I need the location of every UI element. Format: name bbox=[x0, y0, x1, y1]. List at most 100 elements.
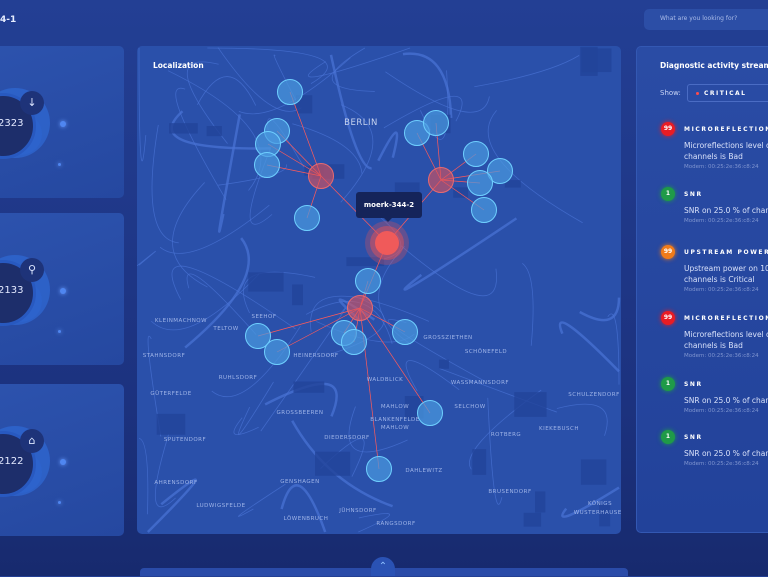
map-road bbox=[159, 204, 270, 254]
panel-title: Diagnostic activity stream bbox=[660, 61, 768, 70]
search-input[interactable]: What are you looking for? bbox=[644, 9, 768, 30]
metric-card[interactable]: 2122 ⌂ bbox=[0, 384, 124, 536]
modem-marker[interactable] bbox=[467, 170, 493, 196]
map-road bbox=[170, 110, 272, 150]
download-arrow-icon: ↓ bbox=[20, 91, 44, 115]
decor-dot bbox=[58, 501, 61, 504]
map-place-label: STAHNSDORF bbox=[143, 353, 185, 359]
device-tooltip: moerk-344-2 bbox=[356, 192, 422, 222]
map-area bbox=[523, 512, 542, 527]
modem-marker[interactable] bbox=[423, 110, 449, 136]
map-road bbox=[405, 360, 460, 392]
selected-node-marker[interactable] bbox=[375, 231, 399, 255]
decor-dot bbox=[60, 288, 66, 294]
show-label: Show: bbox=[660, 89, 681, 97]
map-road bbox=[138, 47, 147, 162]
item-description: Microreflections level on channels is Ba… bbox=[684, 330, 768, 350]
item-title: MICROREFLECTIONS bbox=[684, 126, 768, 133]
node-hub-marker[interactable] bbox=[347, 295, 373, 321]
map-road bbox=[292, 123, 363, 174]
map-place-label: SELCHOW bbox=[454, 404, 485, 410]
expand-up-icon[interactable]: ⌃ bbox=[371, 557, 395, 576]
item-modem: Modem: 00:25:2e:36:c8:24 bbox=[684, 287, 759, 293]
map-place-label: SEEHOF bbox=[251, 314, 276, 320]
map-road bbox=[556, 403, 608, 436]
map-place-label: GÜTERFELDE bbox=[150, 390, 191, 397]
item-description: SNR on 25.0 % of channels bbox=[684, 206, 768, 215]
map-place-label: SPUTENDORF bbox=[164, 437, 206, 443]
item-description: SNR on 25.0 % of channels bbox=[684, 449, 768, 458]
modem-marker[interactable] bbox=[245, 323, 271, 349]
map-road bbox=[561, 486, 620, 518]
modem-marker[interactable] bbox=[355, 268, 381, 294]
modem-marker[interactable] bbox=[341, 329, 367, 355]
map-place-label: MAHLOW bbox=[381, 404, 409, 410]
map-area bbox=[248, 272, 284, 292]
map-road bbox=[310, 295, 430, 332]
map-place-label: KÖNIGS bbox=[588, 500, 612, 507]
network-nodes-icon: ⚲ bbox=[20, 258, 44, 282]
item-title: SNR bbox=[684, 191, 703, 198]
map-place-label: WUSTERHAUSEN bbox=[574, 510, 621, 516]
modem-marker[interactable] bbox=[417, 400, 443, 426]
node-hub-marker[interactable] bbox=[428, 167, 454, 193]
item-modem: Modem: 00:25:2e:36:c8:24 bbox=[684, 408, 759, 414]
map-road bbox=[340, 104, 374, 203]
map-road bbox=[358, 513, 391, 533]
map-road bbox=[217, 47, 302, 112]
map-place-label: BRUSENDORF bbox=[488, 489, 531, 495]
severity-badge: 99 bbox=[661, 122, 675, 136]
map-road bbox=[218, 114, 241, 233]
modem-marker[interactable] bbox=[487, 158, 513, 184]
map-road bbox=[400, 245, 497, 297]
item-modem: Modem: 00:25:2e:36:c8:24 bbox=[684, 164, 759, 170]
metric-card[interactable]: 2323 ↓ bbox=[0, 46, 124, 198]
map-place-label: DIEDERSDORF bbox=[324, 435, 369, 441]
map-place-label: WALDBLICK bbox=[367, 377, 404, 383]
map-road bbox=[237, 483, 286, 517]
map-road bbox=[150, 273, 260, 331]
severity-badge: 99 bbox=[661, 245, 675, 259]
map-place-label: MAHLOW bbox=[381, 425, 409, 431]
map-road bbox=[211, 325, 301, 398]
map-road bbox=[238, 381, 274, 435]
modem-marker[interactable] bbox=[277, 79, 303, 105]
modem-marker[interactable] bbox=[471, 197, 497, 223]
map-road bbox=[186, 61, 228, 144]
item-title: SNR bbox=[684, 434, 703, 441]
node-hub-marker[interactable] bbox=[308, 163, 334, 189]
map-place-label: BERLIN bbox=[344, 118, 378, 128]
map-title: Localization bbox=[153, 61, 204, 70]
map-road bbox=[167, 70, 262, 191]
localization-map[interactable]: BERLIN KLEINMACHNOW TELTOW SEEHOF STAHNSDORF… bbox=[137, 46, 621, 534]
map-area bbox=[514, 392, 547, 417]
map-road bbox=[233, 417, 259, 435]
item-title: MICROREFLECTIONS bbox=[684, 315, 768, 322]
map-canvas[interactable]: BERLIN KLEINMACHNOW TELTOW SEEHOF STAHNSDORF… bbox=[137, 46, 621, 534]
map-area bbox=[156, 413, 186, 435]
modem-marker[interactable] bbox=[294, 205, 320, 231]
map-place-label: BLANKENFELDE bbox=[370, 417, 419, 423]
modem-marker[interactable] bbox=[264, 339, 290, 365]
item-modem: Modem: 00:25:2e:36:c8:24 bbox=[684, 218, 759, 224]
item-title: SNR bbox=[684, 381, 703, 388]
item-description: Microreflections level on channels is Ba… bbox=[684, 141, 768, 161]
map-road bbox=[147, 335, 162, 437]
map-place-label: DAHLEWITZ bbox=[405, 468, 442, 474]
severity-filter-select[interactable]: CRITICAL bbox=[687, 84, 768, 102]
map-place-label: LÖWENBRUCH bbox=[284, 515, 329, 522]
modem-marker[interactable] bbox=[392, 319, 418, 345]
decor-dot bbox=[58, 163, 61, 166]
item-modem: Modem: 00:25:2e:36:c8:24 bbox=[684, 353, 759, 359]
metric-card[interactable]: 2133 ⚲ bbox=[0, 213, 124, 365]
item-description: SNR on 25.0 % of channels bbox=[684, 396, 768, 405]
map-road bbox=[138, 437, 149, 515]
map-road bbox=[474, 55, 580, 88]
modem-marker[interactable] bbox=[463, 141, 489, 167]
modem-marker[interactable] bbox=[366, 456, 392, 482]
decor-dot bbox=[58, 330, 61, 333]
modem-marker[interactable] bbox=[254, 152, 280, 178]
map-area bbox=[314, 451, 351, 476]
map-area bbox=[581, 48, 612, 73]
map-area bbox=[206, 125, 222, 137]
